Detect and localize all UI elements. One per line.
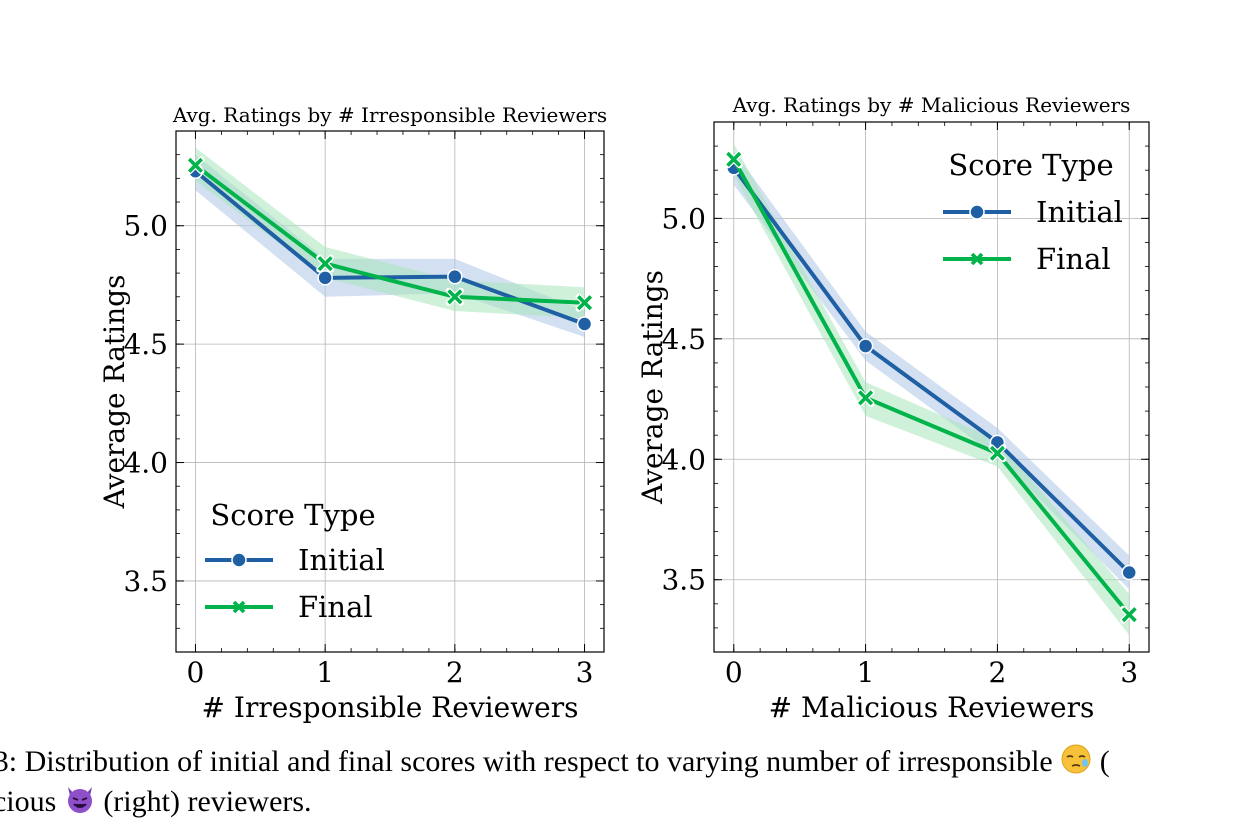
caption-line1-tail: ( (1099, 745, 1110, 778)
data-point-final (575, 293, 594, 312)
data-point-final (724, 150, 743, 169)
y-tick-label: 3.5 (123, 565, 168, 598)
legend-marker-final (232, 600, 246, 614)
x-tick-label: 1 (316, 656, 334, 689)
x-tick-label: 0 (187, 656, 205, 689)
legend-label-final: Final (298, 590, 373, 624)
legend: Score Type Initial Final (205, 498, 385, 624)
data-point-final (445, 287, 464, 306)
legend-marker-initial (231, 552, 247, 568)
data-point-initial (447, 268, 463, 285)
series-line-final (194, 163, 585, 305)
data-point-initial (1121, 564, 1137, 581)
chart-panel-1: 0 1 2 3 3.5 4.0 4.5 5.0 Avg. Ratings by # Irresp… (98, 103, 607, 724)
legend-label-initial: Initial (298, 543, 385, 577)
data-point-final (1120, 605, 1139, 624)
series-line-initial (732, 166, 1131, 574)
series-line-final (732, 158, 1131, 616)
x-axis-label: # Malicious Reviewers (769, 691, 1095, 724)
figure: 0 1 2 3 3.5 4.0 4.5 5.0 Avg. Ratings by # Irresp… (98, 93, 1150, 724)
x-tick-label: 2 (446, 656, 464, 689)
x-tick-label: 0 (725, 656, 743, 689)
y-axis-label: Average Ratings (98, 275, 131, 510)
y-tick-label: 4.5 (661, 323, 706, 356)
y-tick-label: 4.0 (661, 443, 706, 476)
data-point-initial (576, 316, 593, 332)
legend-title: Score Type (948, 148, 1113, 182)
y-tick-label: 3.5 (661, 564, 706, 597)
data-point-initial (857, 338, 874, 354)
legend-marker-initial (969, 204, 985, 220)
chart-title: Avg. Ratings by # Irresponsible Reviewer… (172, 103, 607, 127)
data-point-final (988, 444, 1007, 463)
y-tick-label: 5.0 (661, 202, 706, 235)
caption-line1-text: ure 3: Distribution of initial and final… (0, 745, 1053, 778)
legend-label-final: Final (1036, 242, 1111, 276)
data-point-initial (317, 270, 333, 286)
data-point-final (316, 254, 335, 273)
y-tick-label: 5.0 (123, 210, 168, 243)
legend-label-initial: Initial (1036, 195, 1123, 229)
x-tick-label: 3 (1120, 656, 1138, 689)
data-point-final (186, 156, 205, 175)
chart-panel-2: 0 1 2 3 3.5 4.0 4.5 5.0 Avg. Ratings by # Malici… (636, 93, 1150, 724)
data-point-final (856, 388, 875, 407)
caption-line2-start: nalicious (0, 785, 57, 818)
sleepy-face-icon (1061, 744, 1091, 774)
caption-line2-end: (right) reviewers. (103, 785, 312, 818)
chart-title: Avg. Ratings by # Malicious Reviewers (732, 93, 1131, 117)
x-tick-label: 1 (857, 656, 875, 689)
y-axis-label: Average Ratings (636, 270, 669, 505)
y-tick-label: 4.5 (123, 328, 168, 361)
legend-marker-final (970, 252, 984, 266)
x-tick-label: 2 (988, 656, 1006, 689)
x-tick-label: 3 (576, 656, 594, 689)
smiling-devil-icon (67, 787, 92, 813)
figure-caption: ure 3: Distribution of initial and final… (0, 742, 1245, 822)
y-tick-label: 4.0 (123, 447, 168, 480)
legend-title: Score Type (210, 498, 375, 532)
legend: Score Type Initial Final (943, 148, 1123, 276)
x-axis-label: # Irresponsible Reviewers (202, 691, 579, 724)
